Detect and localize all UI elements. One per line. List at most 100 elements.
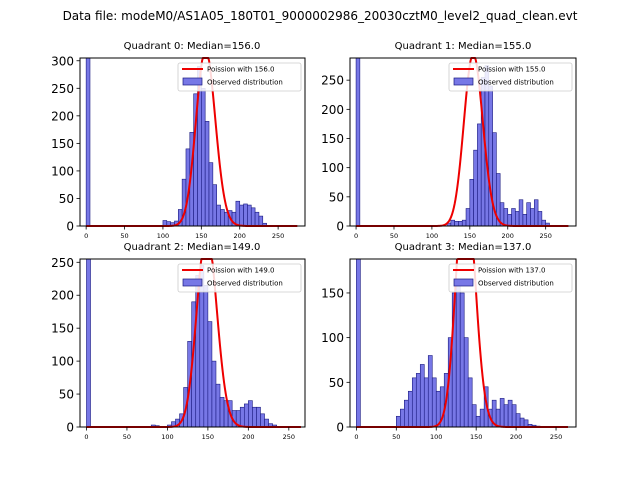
y-tick-label: 100	[321, 161, 344, 175]
histogram-bar	[419, 364, 425, 428]
histogram-bar	[469, 179, 474, 227]
x-tick-label: 250	[539, 232, 551, 240]
histogram-bar	[526, 202, 531, 227]
y-tick-label: 0	[336, 421, 344, 435]
axes-frame	[349, 258, 577, 428]
histogram-bar	[203, 285, 209, 428]
histogram-bar	[216, 204, 221, 227]
legend-hist-swatch	[453, 278, 474, 287]
histogram-bar	[511, 404, 517, 428]
histogram-bar	[523, 419, 529, 428]
histogram-bar	[208, 162, 214, 227]
histogram-bar	[415, 373, 421, 428]
panel-title: Quadrant 1: Median=155.0	[395, 41, 532, 52]
x-tick-label: 150	[470, 433, 482, 441]
histogram-bar	[85, 57, 91, 227]
panel-quadrant-1: Quadrant 1: Median=155.0 0 50 100 150 200 250…	[321, 41, 577, 240]
histogram-bar	[511, 208, 516, 227]
histogram-bar	[454, 221, 459, 227]
y-tick-label: 300	[51, 54, 74, 68]
histogram-bar	[519, 417, 525, 428]
histogram-bar	[411, 377, 417, 428]
x-tick-label: 250	[550, 433, 562, 441]
y-tick-label: 150	[321, 286, 344, 300]
x-tick-label: 100	[161, 433, 173, 441]
x-tick-label: 250	[272, 232, 284, 240]
legend: Poission with 137.0 Observed distributio…	[448, 263, 573, 293]
histogram-bar	[400, 408, 405, 428]
histogram-bar	[243, 203, 248, 227]
y-tick-label: 200	[321, 103, 344, 117]
histogram-bar	[247, 204, 252, 227]
histogram-bar	[459, 292, 465, 428]
histogram-bar	[220, 209, 225, 227]
legend-box	[177, 263, 302, 293]
y-tick-label: 250	[51, 82, 74, 96]
histogram-bar	[533, 199, 539, 227]
histogram-bar	[488, 85, 493, 227]
x-tick-label: 200	[242, 433, 254, 441]
histogram-bar	[239, 204, 244, 227]
panel-quadrant-0: Quadrant 0: Median=156.0 0 50 100 150 200 250…	[51, 41, 306, 240]
legend-box	[448, 263, 573, 293]
y-tick-label: 0	[66, 220, 74, 234]
histogram-bar	[471, 404, 477, 428]
histogram-bar	[235, 200, 241, 227]
histogram-bar	[537, 211, 543, 227]
legend-hist-label: Observed distribution	[478, 79, 554, 87]
histogram-bar	[404, 399, 409, 428]
y-tick-label: 50	[329, 376, 344, 390]
y-tick-label: 100	[51, 164, 74, 178]
histogram-bar	[239, 406, 245, 428]
histogram-bar	[215, 383, 221, 428]
x-tick-label: 50	[120, 232, 128, 240]
figure-title: Data file: modeM0/AS1A05_180T01_90000029…	[63, 9, 578, 23]
y-tick-label: 0	[66, 421, 74, 435]
x-tick-label: 50	[123, 433, 131, 441]
x-tick-label: 0	[354, 433, 358, 441]
x-tick-label: 200	[502, 232, 514, 240]
y-tick-label: 150	[51, 137, 74, 151]
histogram-bar	[204, 121, 210, 227]
x-tick-label: 100	[430, 433, 442, 441]
y-tick-label: 250	[51, 256, 74, 270]
histogram-bar	[475, 415, 481, 428]
legend-hist-swatch	[182, 278, 203, 287]
histogram-bar	[450, 219, 455, 227]
histogram-bar	[431, 377, 437, 428]
legend-fit-label: Poission with 137.0	[478, 267, 546, 275]
x-tick-label: 200	[234, 232, 246, 240]
panel-title: Quadrant 3: Median=137.0	[395, 242, 532, 253]
plot-area: 0 50 100 150 200 250 0 50 100 150 200 250 300	[51, 54, 298, 240]
histogram-bar	[515, 413, 521, 428]
histogram-bar	[480, 76, 486, 227]
legend-hist-label: Observed distribution	[207, 280, 283, 288]
y-tick-label: 150	[321, 132, 344, 146]
x-tick-label: 0	[84, 232, 88, 240]
legend-hist-swatch	[182, 77, 203, 86]
histogram-bar	[473, 149, 478, 227]
legend: Poission with 155.0 Observed distributio…	[448, 62, 573, 92]
legend: Poission with 156.0 Observed distributio…	[177, 62, 302, 92]
histogram-bar	[427, 355, 433, 428]
panel-quadrant-3: Quadrant 3: Median=137.0 0 50 100 150 200 250…	[321, 242, 577, 441]
y-tick-label: 50	[59, 192, 74, 206]
legend-hist-swatch	[453, 77, 474, 86]
histogram-bar	[467, 377, 473, 428]
x-tick-label: 50	[390, 232, 398, 240]
histogram-bar	[396, 415, 401, 428]
axes-frame	[79, 57, 306, 227]
histogram-bar	[461, 219, 467, 227]
legend-fit-label: Poission with 155.0	[478, 66, 546, 74]
histogram-bar	[407, 390, 413, 428]
axes-frame	[79, 258, 306, 428]
histogram-bar	[207, 321, 213, 428]
legend-fit-label: Poission with 149.0	[207, 267, 275, 275]
axes-frame	[349, 57, 577, 227]
histogram-bar	[260, 413, 265, 428]
histogram-bar	[258, 215, 264, 227]
panel-quadrant-2: Quadrant 2: Median=149.0 0 50 100 150 200 250…	[51, 242, 306, 441]
histogram-bar	[264, 418, 269, 428]
y-tick-label: 100	[51, 355, 74, 369]
